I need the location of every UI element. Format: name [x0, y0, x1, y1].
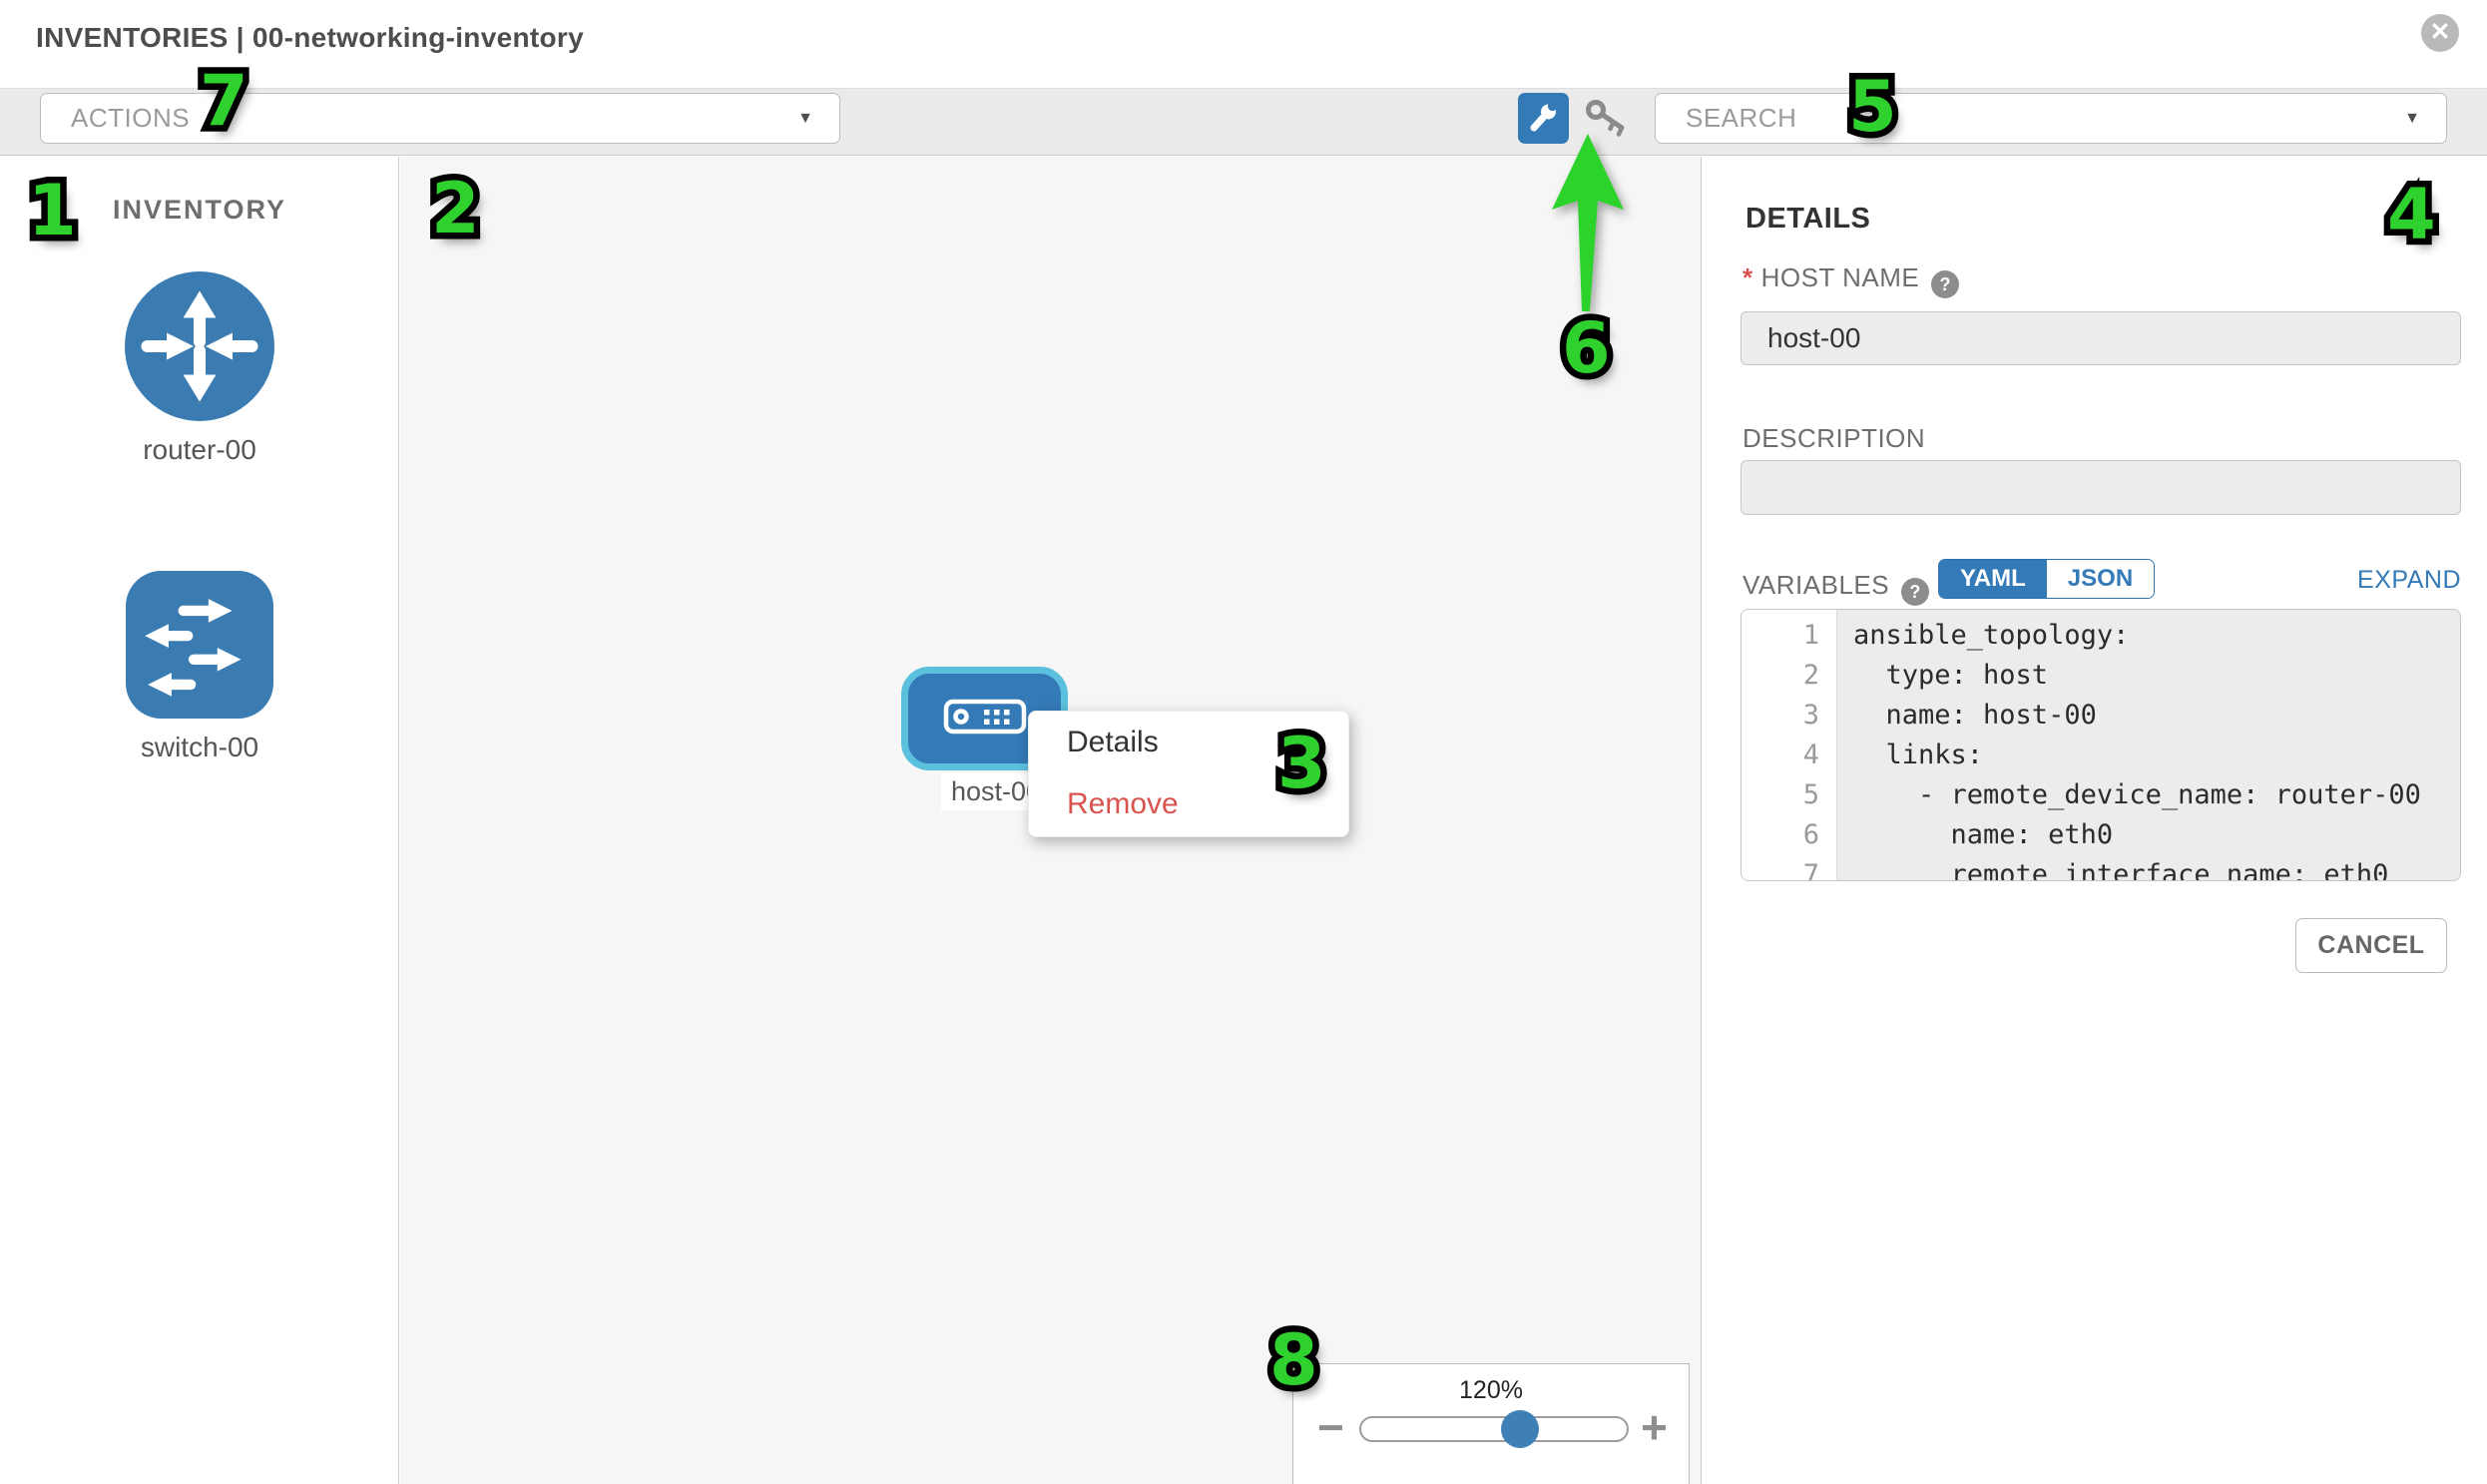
key-icon-button[interactable] — [1581, 98, 1633, 144]
toolbox-toggle-button[interactable] — [1518, 93, 1569, 144]
tab-json[interactable]: JSON — [2046, 560, 2155, 598]
wrench-icon — [1526, 99, 1562, 138]
required-asterisk: * — [1742, 262, 1753, 292]
zoom-in-button[interactable]: + — [1641, 1401, 1668, 1453]
inventory-sidebar: INVENTORY router-00 — [0, 157, 399, 1484]
zoom-control-panel: 120% − + — [1292, 1363, 1690, 1484]
search-dropdown[interactable]: SEARCH ▼ — [1655, 93, 2447, 144]
sidebar-item-router[interactable]: router-00 — [0, 271, 399, 466]
variables-format-toggle: YAML JSON — [1938, 559, 2156, 599]
code-line: 3 name: host-00 — [1802, 700, 2097, 731]
host-name-label: * HOST NAME? — [1742, 262, 1960, 298]
page-title: INVENTORIES | 00-networking-inventory — [36, 22, 584, 53]
help-icon[interactable]: ? — [1901, 578, 1930, 606]
host-name-field[interactable]: host-00 — [1741, 311, 2461, 365]
description-field[interactable] — [1741, 460, 2461, 515]
description-label: DESCRIPTION — [1742, 423, 1926, 453]
sidebar-item-label: router-00 — [143, 434, 256, 465]
cancel-button[interactable]: CANCEL — [2295, 918, 2447, 973]
variables-code-editor[interactable]: 1 ansible_topology: 2 type: host 3 name: … — [1741, 609, 2461, 881]
code-line: 4 links: — [1802, 740, 1984, 770]
router-icon — [0, 271, 399, 426]
menu-item-details[interactable]: Details — [1067, 726, 1159, 758]
code-line: 2 type: host — [1802, 660, 2049, 691]
zoom-slider[interactable] — [1359, 1410, 1629, 1448]
zoom-slider-thumb[interactable] — [1501, 1410, 1539, 1448]
close-icon: ✕ — [2429, 18, 2451, 46]
toolbar: ACTIONS ▼ SEARCH — [0, 88, 2487, 156]
actions-dropdown[interactable]: ACTIONS ▼ — [40, 93, 840, 144]
code-line: 6 name: eth0 — [1802, 819, 2114, 850]
zoom-out-button[interactable]: − — [1317, 1401, 1344, 1453]
chevron-down-icon: ▼ — [2404, 110, 2420, 127]
server-icon — [943, 699, 1027, 740]
context-menu: Details Remove — [1028, 711, 1349, 837]
code-line: 7 remote_interface_name: eth0 — [1802, 859, 2389, 881]
topology-canvas[interactable]: host-00 Details Remove 120% − + — [400, 157, 1702, 1484]
code-line: 5 - remote_device_name: router-00 — [1802, 779, 2421, 810]
sidebar-item-label: switch-00 — [140, 732, 259, 762]
expand-link[interactable]: EXPAND — [2357, 566, 2461, 594]
sidebar-item-switch[interactable]: switch-00 — [0, 571, 399, 763]
variables-label: VARIABLES? — [1742, 570, 1930, 606]
help-icon[interactable]: ? — [1931, 270, 1960, 298]
chevron-down-icon: ▼ — [797, 110, 813, 127]
zoom-level-readout: 120% — [1459, 1376, 1523, 1404]
details-panel-title: DETAILS — [1745, 203, 1871, 235]
key-icon — [1582, 97, 1632, 146]
actions-dropdown-label: ACTIONS — [71, 103, 191, 133]
close-button[interactable]: ✕ — [2421, 14, 2459, 52]
switch-icon — [0, 571, 399, 724]
search-dropdown-label: SEARCH — [1686, 103, 1797, 133]
code-line-number-gutter — [1741, 610, 1837, 880]
code-content: 1 ansible_topology: 2 type: host 3 name: … — [1741, 620, 2460, 881]
tab-yaml[interactable]: YAML — [1939, 560, 2047, 598]
code-line: 1 ansible_topology: — [1802, 620, 2130, 651]
inventory-sidebar-title: INVENTORY — [112, 195, 287, 225]
details-panel: DETAILS * HOST NAME? host-00 DESCRIPTION … — [1703, 157, 2487, 1484]
menu-item-remove[interactable]: Remove — [1067, 787, 1179, 820]
